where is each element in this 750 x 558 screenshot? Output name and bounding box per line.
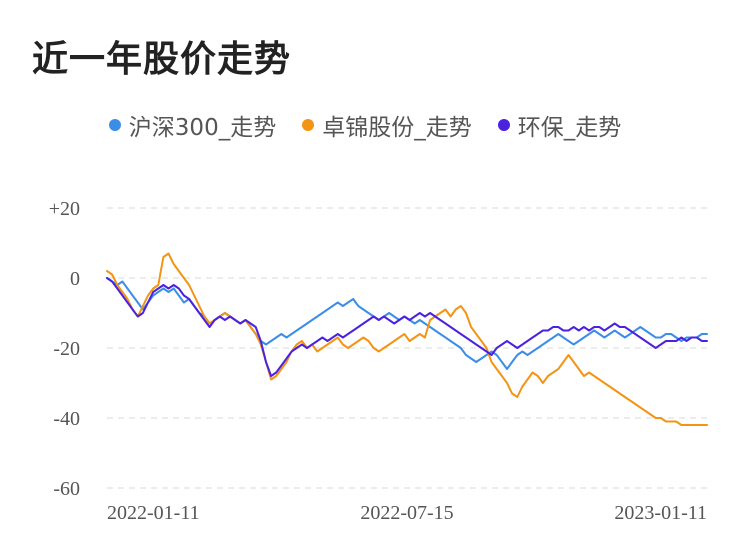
series-line-2 (106, 277, 708, 377)
y-tick-label: -20 (53, 338, 80, 360)
legend-label-huanbao: 环保_走势 (517, 115, 622, 141)
page-title: 近一年股价走势 (32, 39, 292, 80)
legend-item-hs300[interactable]: 沪深300_走势 (108, 108, 277, 142)
x-tick-label: 2022-07-15 (360, 502, 453, 524)
y-tick-label: -40 (53, 408, 80, 430)
legend-label-hs300: 沪深300_走势 (128, 115, 277, 141)
series-line-1 (106, 252, 708, 426)
legend-item-zhuojin[interactable]: 卓锦股份_走势 (302, 108, 472, 142)
chart-legend: 沪深300_走势 卓锦股份_走势 环保_走势 (0, 108, 730, 142)
legend-label-zhuojin: 卓锦股份_走势 (322, 115, 472, 141)
legend-dot-zhuojin (302, 119, 315, 131)
legend-dot-hs300 (108, 119, 121, 131)
y-tick-label: -60 (53, 478, 80, 500)
x-tick-label: 2022-01-11 (107, 502, 200, 524)
y-tick-label: 0 (70, 268, 80, 290)
x-tick-label: 2023-01-11 (614, 502, 707, 524)
series-line-0 (106, 277, 708, 370)
legend-item-huanbao[interactable]: 环保_走势 (497, 108, 622, 142)
legend-dot-huanbao (497, 119, 510, 131)
y-tick-label: +20 (49, 198, 80, 220)
